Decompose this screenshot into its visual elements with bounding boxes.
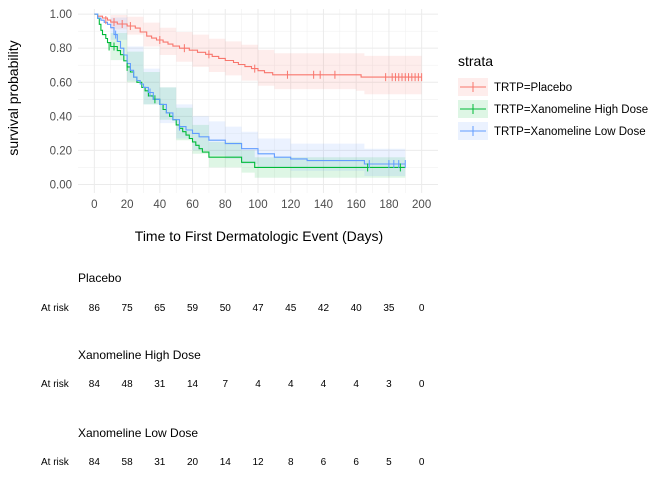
survival-curve-3	[94, 13, 406, 165]
survival-curve-1	[94, 13, 422, 78]
confidence-band-2	[94, 14, 406, 178]
risk-count: 4	[288, 379, 294, 390]
x-tick-label: 60	[186, 199, 199, 211]
x-tick-label: 0	[91, 199, 97, 211]
plot-grid	[78, 9, 438, 193]
risk-count: 42	[318, 303, 330, 314]
y-axis-ticks: 0.00 0.20 0.40 0.60 0.80 1.00	[50, 9, 72, 191]
x-tick-label: 80	[219, 199, 232, 211]
risk-count: 4	[321, 379, 327, 390]
risk-count: 75	[122, 303, 134, 314]
risk-count: 0	[419, 379, 425, 390]
x-tick-label: 200	[412, 199, 431, 211]
x-tick-label: 140	[314, 199, 333, 211]
y-tick-label: 0.00	[50, 179, 72, 191]
risk-count: 6	[321, 457, 327, 468]
x-tick-label: 40	[153, 199, 166, 211]
risk-count: 20	[187, 457, 199, 468]
risk-group-title: Xanomeline High Dose	[78, 348, 201, 362]
risk-count: 65	[154, 303, 166, 314]
survival-curves	[94, 13, 422, 168]
x-tick-label: 20	[121, 199, 134, 211]
legend: strata TRTP=Placebo TRTP=Xanomeline High …	[458, 53, 648, 140]
risk-count: 48	[122, 379, 134, 390]
confidence-band-1	[94, 14, 422, 95]
x-tick-label: 100	[248, 199, 267, 211]
x-tick-label: 180	[379, 199, 398, 211]
risk-count: 7	[222, 379, 228, 390]
risk-count: 14	[220, 457, 232, 468]
risk-count: 31	[154, 379, 166, 390]
x-tick-label: 160	[347, 199, 366, 211]
y-tick-label: 1.00	[50, 9, 72, 21]
risk-count: 59	[187, 303, 199, 314]
risk-count: 86	[89, 303, 101, 314]
y-tick-label: 0.40	[50, 111, 72, 123]
legend-label-1: TRTP=Placebo	[494, 82, 572, 94]
risk-count: 3	[386, 379, 392, 390]
risk-group-title: Xanomeline Low Dose	[78, 426, 198, 440]
censor-marks	[105, 16, 423, 172]
risk-count: 40	[351, 303, 363, 314]
risk-count: 31	[154, 457, 166, 468]
y-axis-title: survival probability	[5, 40, 21, 155]
risk-row-label: At risk	[41, 457, 70, 468]
risk-count: 45	[285, 303, 297, 314]
risk-count: 84	[89, 379, 101, 390]
risk-count: 14	[187, 379, 199, 390]
risk-count: 84	[89, 457, 101, 468]
y-tick-label: 0.20	[50, 145, 72, 157]
risk-count: 0	[419, 303, 425, 314]
risk-count: 0	[419, 457, 425, 468]
risk-row-label: At risk	[41, 379, 70, 390]
risk-count: 58	[122, 457, 134, 468]
risk-count: 4	[255, 379, 261, 390]
risk-count: 50	[220, 303, 232, 314]
y-tick-label: 0.60	[50, 77, 72, 89]
risk-count: 5	[386, 457, 392, 468]
confidence-bands	[94, 14, 422, 178]
risk-count: 8	[288, 457, 294, 468]
risk-count: 6	[353, 457, 359, 468]
x-tick-label: 120	[281, 199, 300, 211]
x-axis-ticks: 0 20 40 60 80 100 120 140 160 180 200	[91, 199, 431, 211]
risk-count: 47	[252, 303, 264, 314]
risk-count: 4	[353, 379, 359, 390]
risk-row-label: At risk	[41, 303, 70, 314]
risk-count: 12	[252, 457, 264, 468]
legend-label-2: TRTP=Xanomeline High Dose	[494, 104, 648, 116]
x-axis-title: Time to First Dermatologic Event (Days)	[135, 228, 383, 244]
legend-label-3: TRTP=Xanomeline Low Dose	[494, 126, 646, 138]
risk-count: 35	[383, 303, 395, 314]
y-tick-label: 0.80	[50, 43, 72, 55]
risk-group-title: Placebo	[78, 271, 122, 285]
confidence-band-3	[94, 14, 406, 176]
legend-title: strata	[458, 53, 493, 69]
